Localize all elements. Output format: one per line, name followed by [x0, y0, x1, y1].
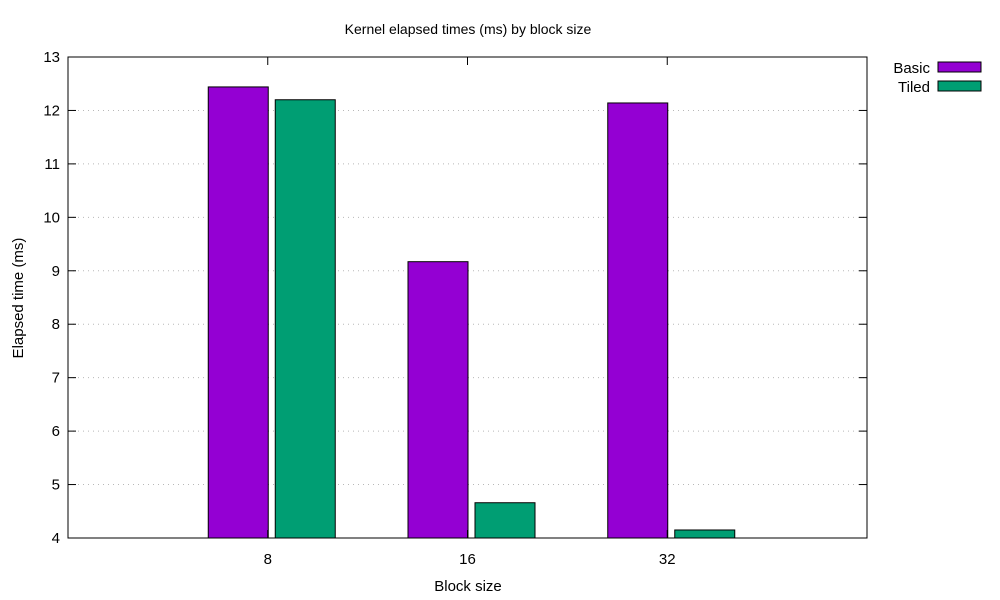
y-tick-label: 8 — [52, 316, 60, 333]
x-tick-label: 8 — [264, 551, 272, 568]
y-tick-label: 7 — [52, 370, 60, 387]
y-tick-label: 5 — [52, 477, 60, 494]
axis-ticks: 4 5 6 7 8 9 10 11 12 13 8 16 32 — [43, 49, 867, 568]
y-tick-label: 9 — [52, 263, 60, 280]
legend-label-basic: Basic — [893, 60, 930, 77]
bar-basic-8 — [207, 86, 269, 539]
chart-title: Kernel elapsed times (ms) by block size — [345, 21, 592, 37]
y-tick-label: 13 — [43, 49, 60, 66]
legend-label-tiled: Tiled — [898, 79, 930, 96]
x-axis-label: Block size — [434, 578, 502, 595]
grid-lines — [68, 109, 867, 486]
y-tick-label: 4 — [52, 530, 60, 547]
y-tick-label: 6 — [52, 423, 60, 440]
legend: Basic Tiled — [893, 60, 982, 96]
bar-basic-32 — [607, 102, 669, 539]
bar-basic-16 — [407, 261, 469, 539]
x-tick-label: 32 — [659, 551, 676, 568]
y-tick-label: 12 — [43, 102, 60, 119]
y-tick-label: 10 — [43, 209, 60, 226]
y-tick-label: 11 — [44, 156, 60, 173]
x-tick-label: 16 — [459, 551, 476, 568]
legend-swatch-basic — [937, 61, 982, 73]
bar-tiled-16 — [474, 502, 536, 539]
bars — [207, 86, 736, 539]
bar-tiled-8 — [274, 99, 336, 539]
legend-swatch-tiled — [937, 80, 982, 92]
y-axis-label: Elapsed time (ms) — [10, 238, 27, 359]
bar-tiled-32 — [674, 529, 736, 539]
